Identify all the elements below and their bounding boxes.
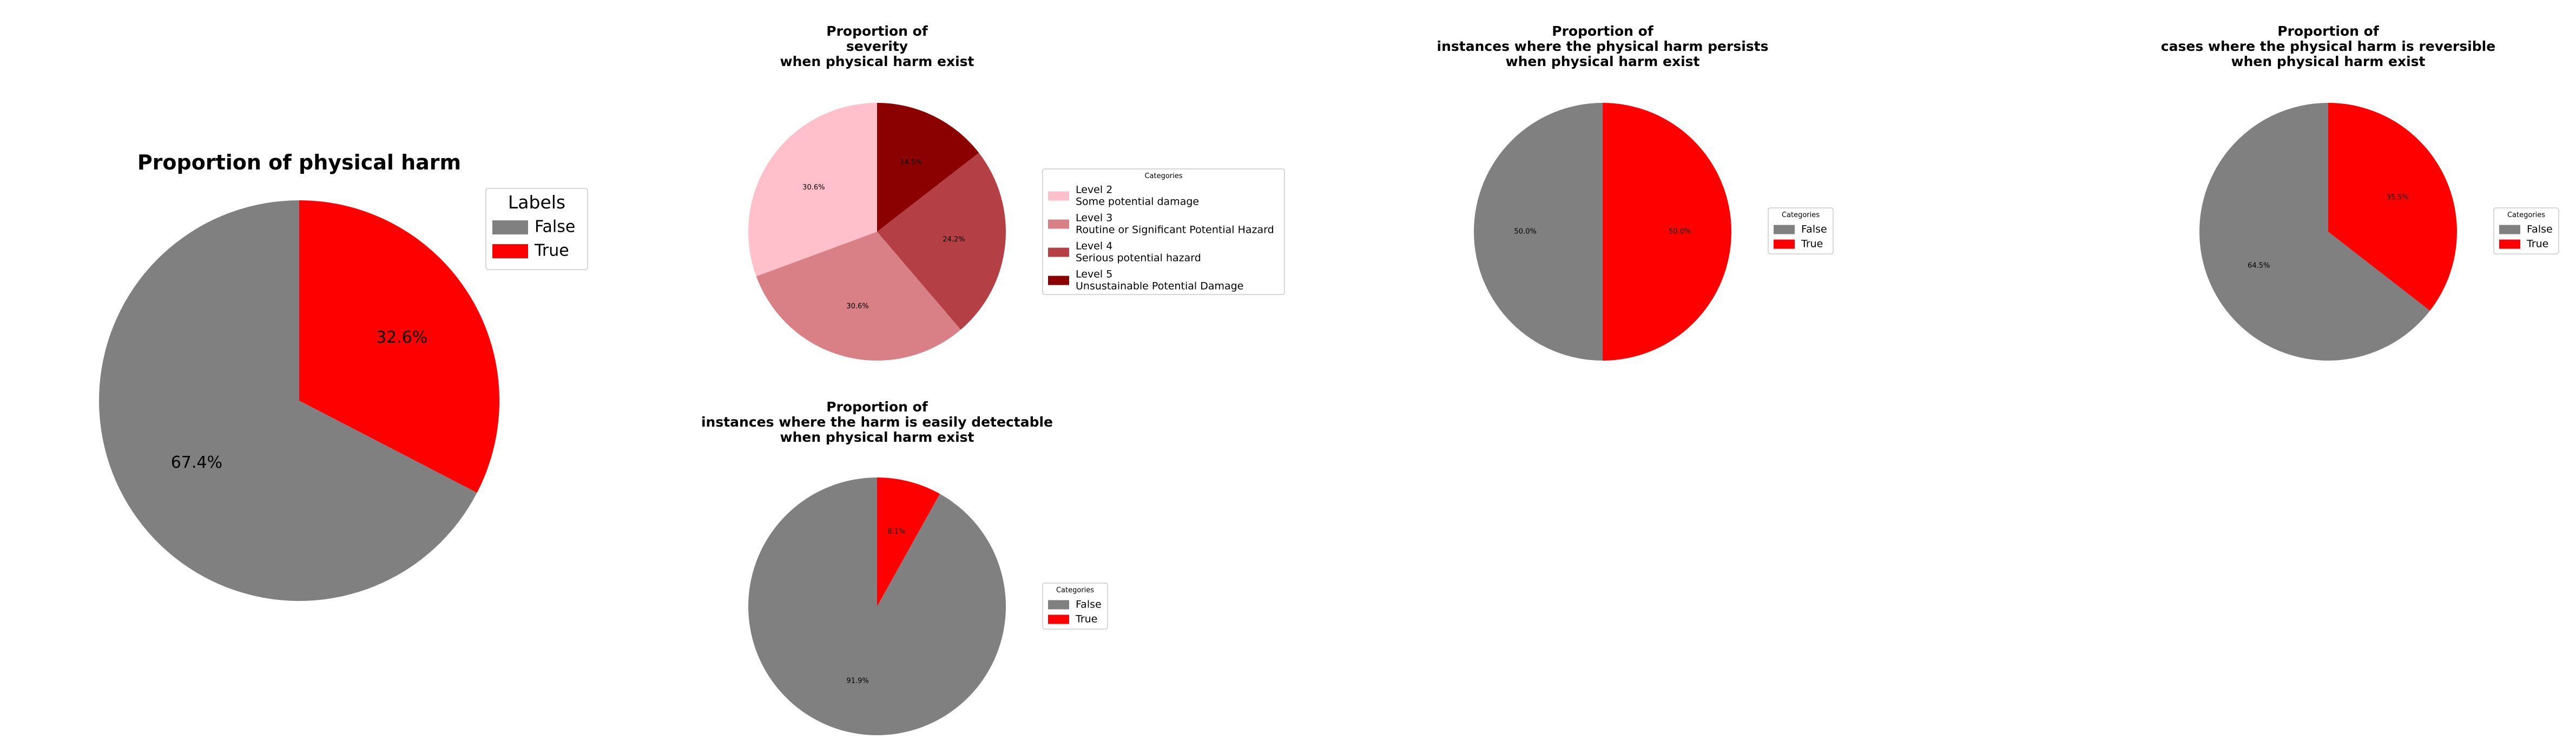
slice-percent-label: 30.6% <box>846 303 868 311</box>
pie-slice <box>99 200 477 601</box>
legend-entry-label: False <box>2527 224 2553 236</box>
legend-swatch <box>1048 247 1069 257</box>
slice-percent-label: 50.0% <box>1669 228 1691 236</box>
chart-title: when physical harm exist <box>2231 54 2426 69</box>
legend-swatch <box>1774 225 1795 234</box>
legend-entry-label: Level 3 <box>1076 212 1112 224</box>
pie-slice <box>877 103 979 232</box>
slice-percent-label: 35.5% <box>2387 194 2409 202</box>
legend-entry-label: True <box>534 241 569 260</box>
legend-entry-label: Level 4 <box>1076 240 1112 252</box>
slice-percent-label: 64.5% <box>2248 261 2270 270</box>
legend-swatch <box>1048 219 1069 229</box>
legend: Categories False True <box>2493 207 2559 254</box>
legend-swatch <box>492 244 528 258</box>
legend-swatch <box>1048 191 1069 201</box>
legend-entry-label: Level 5 <box>1076 269 1112 280</box>
legend-entry-label: False <box>1801 224 1827 236</box>
chart-title: Proportion of <box>826 23 928 39</box>
slice-percent-label: 50.0% <box>1514 228 1537 236</box>
pie-slice <box>877 478 940 606</box>
chart-title: Proportion of <box>826 399 928 415</box>
legend-swatch <box>1774 239 1795 249</box>
legend-entry-label: Unsustainable Potential Damage <box>1076 280 1243 292</box>
chart-title: Proportion of <box>2277 23 2380 39</box>
legend-frame <box>1042 168 1285 295</box>
legend-entry-label: True <box>1801 238 1823 250</box>
pie-slice <box>2328 103 2458 311</box>
legend-entry-label: False <box>535 218 575 237</box>
pie-panel-1: Proportion of physical harm 67.4% 32.6% Lab… <box>99 151 588 601</box>
legend-entry-label: Level 2 <box>1076 184 1112 196</box>
slice-percent-label: 32.6% <box>376 328 427 347</box>
chart-title: instances where the harm is easily detec… <box>701 414 1053 430</box>
slice-percent-label: 8.1% <box>887 527 905 535</box>
legend-swatch <box>1048 276 1069 285</box>
legend-title: Categories <box>2507 211 2545 219</box>
pie-slice <box>2199 103 2430 361</box>
legend-title: Categories <box>1056 586 1094 594</box>
legend-swatch <box>1048 600 1069 610</box>
chart-title: severity <box>846 38 908 54</box>
chart-title: instances where the physical harm persis… <box>1437 38 1769 54</box>
slice-percent-label: 30.6% <box>802 184 825 192</box>
legend-entry-label: Some potential damage <box>1076 196 1199 208</box>
legend-title: Categories <box>1144 172 1182 180</box>
legend-title: Labels <box>508 192 565 213</box>
legend-swatch <box>1048 614 1069 624</box>
chart-title: when physical harm exist <box>780 429 974 445</box>
pie-slice <box>299 200 499 493</box>
chart-title: when physical harm exist <box>1506 54 1700 69</box>
pie-slice <box>1603 103 1731 361</box>
legend: Labels False True <box>485 188 588 270</box>
pie-slice <box>748 103 877 277</box>
chart-title: Proportion of <box>1552 23 1654 39</box>
slice-percent-label: 67.4% <box>171 453 222 472</box>
legend: Categories False True <box>1042 583 1108 630</box>
pie-slice <box>756 232 961 361</box>
chart-title: Proportion of physical harm <box>137 151 461 174</box>
pie-slice <box>877 153 1006 330</box>
legend-swatch <box>2499 225 2520 234</box>
slice-percent-label: 91.9% <box>846 677 868 685</box>
legend: Categories False True <box>1768 207 1834 254</box>
legend-entry-label: Serious potential hazard <box>1076 252 1201 264</box>
legend-entry-label: False <box>1076 599 1102 611</box>
legend-entry-label: True <box>2526 238 2548 250</box>
slice-percent-label: 14.5% <box>900 158 922 166</box>
legend-entry-label: Routine or Significant Potential Hazard <box>1076 224 1274 236</box>
legend-swatch <box>492 220 528 234</box>
slice-percent-label: 24.2% <box>943 236 965 244</box>
legend-title: Categories <box>1782 211 1820 219</box>
chart-title: cases where the physical harm is reversi… <box>2161 38 2495 54</box>
legend-entry-label: True <box>1075 613 1097 625</box>
chart-title: when physical harm exist <box>780 54 974 69</box>
pie-slice <box>1474 103 1603 361</box>
legend-swatch <box>2499 239 2520 249</box>
